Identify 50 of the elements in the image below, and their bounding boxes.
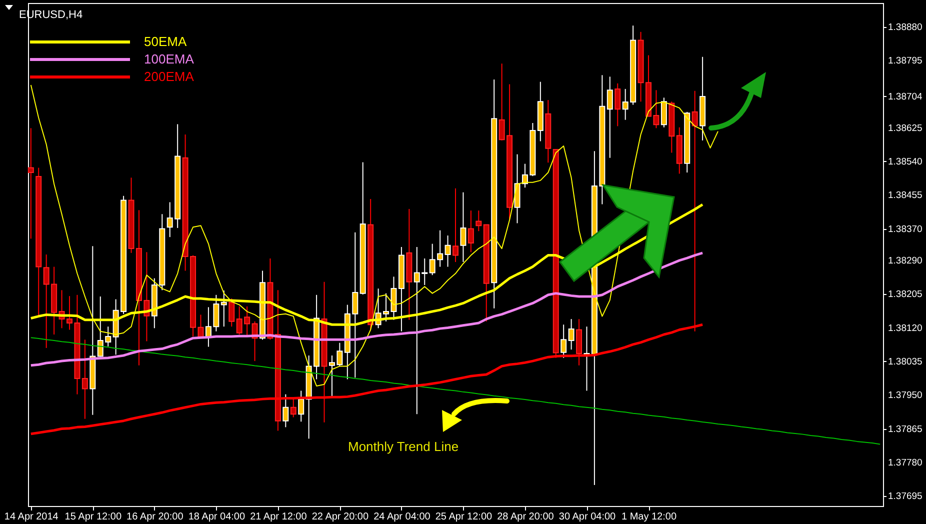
y-tick-label: 1.38035: [888, 356, 922, 368]
candlestick: [82, 339, 88, 420]
y-tick-label: 1.38704: [888, 91, 922, 102]
text: 200EMA: [144, 69, 194, 84]
candlestick: [560, 324, 567, 358]
candlestick: [514, 154, 520, 224]
y-tick-label: 1.38540: [888, 156, 922, 168]
x-tick-label: 21 Apr 12:00: [250, 512, 308, 522]
y-tick-label: 1.38205: [888, 289, 922, 300]
line-series: [30, 252, 704, 367]
candlestick: [660, 97, 667, 128]
y-tick-label: 1.38625: [888, 122, 922, 134]
line-series: [30, 84, 718, 386]
x-tick-label: 1 May 12:00: [621, 512, 677, 522]
text: 100EMA: [144, 52, 194, 66]
candlestick: [568, 318, 574, 350]
x-tick-label: 28 Apr 20:00: [497, 512, 554, 522]
y-tick-label: 1.38795: [888, 55, 922, 66]
candlestick: [452, 188, 458, 263]
y-tick-label: 1.38370: [888, 224, 922, 235]
y-tick-label: 1.38120: [888, 322, 922, 334]
text: 50EMA: [144, 34, 187, 49]
candlestick: [228, 298, 235, 328]
x-tick-label: 30 Apr 04:00: [558, 512, 616, 522]
x-tick-label: 14 Apr 2014: [4, 512, 59, 522]
y-tick-label: 1.37695: [888, 491, 922, 502]
x-tick-label: 22 Apr 20:00: [312, 512, 369, 522]
y-tick-label: 1.38880: [888, 22, 922, 33]
candlestick: [220, 290, 227, 328]
candlestick: [476, 210, 482, 232]
candlestick: [444, 234, 451, 268]
x-tick-label: 15 Apr 12:00: [64, 512, 122, 522]
candlestick: [468, 210, 474, 253]
annotation: Monthly Trend Line: [348, 439, 459, 454]
candlestick: [606, 76, 613, 158]
x-tick-label: 18 Apr 04:00: [188, 512, 246, 522]
x-tick-label: 24 Apr 04:00: [374, 512, 431, 522]
candlestick: [28, 128, 34, 240]
y-tick-label: 1.38290: [888, 255, 922, 266]
candlestick: [614, 82, 621, 127]
candlestick: [290, 396, 296, 418]
y-tick-label: 1.37950: [888, 390, 922, 402]
candlestick: [298, 390, 304, 422]
y-tick-label: 1.37780: [888, 457, 922, 468]
candlestick: [282, 394, 289, 428]
y-tick-label: 1.38455: [888, 190, 922, 202]
x-tick-label: 25 Apr 12:00: [435, 512, 493, 522]
x-tick-label: 16 Apr 20:00: [126, 512, 184, 522]
candlestick: [460, 192, 466, 263]
y-tick-label: 1.37865: [888, 424, 922, 435]
